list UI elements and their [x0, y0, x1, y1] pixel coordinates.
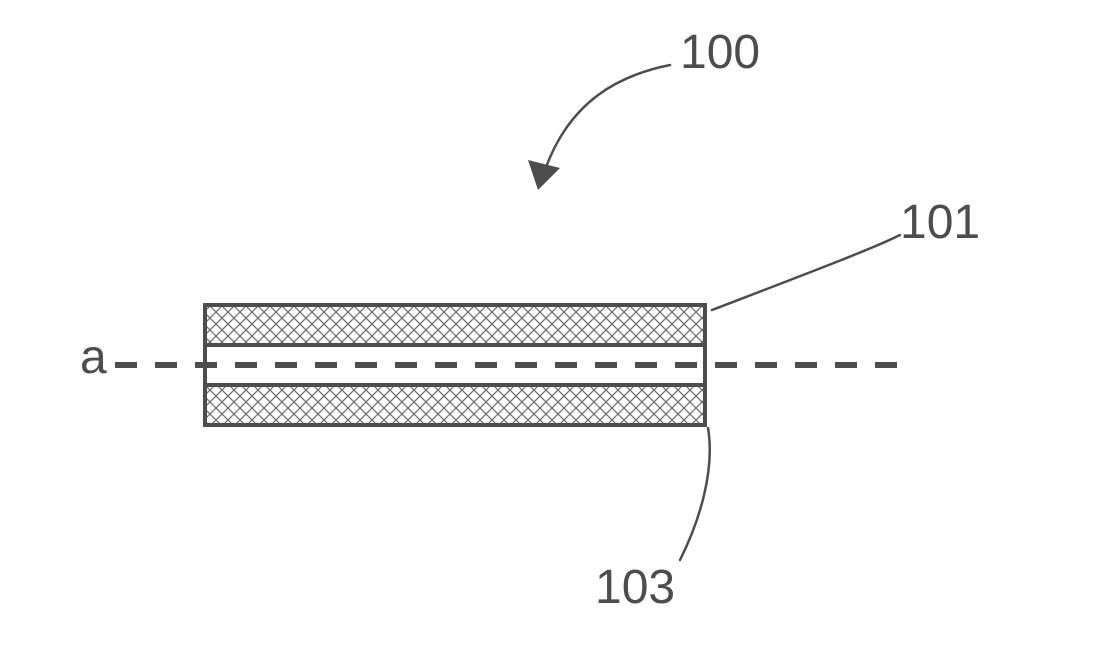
- diagram-canvas: 100 101 103 a: [0, 0, 1100, 660]
- label-a: a: [80, 330, 107, 385]
- label-100: 100: [680, 25, 760, 80]
- label-101: 101: [900, 195, 980, 250]
- label-103: 103: [595, 560, 675, 615]
- diagram-svg: [0, 0, 1100, 660]
